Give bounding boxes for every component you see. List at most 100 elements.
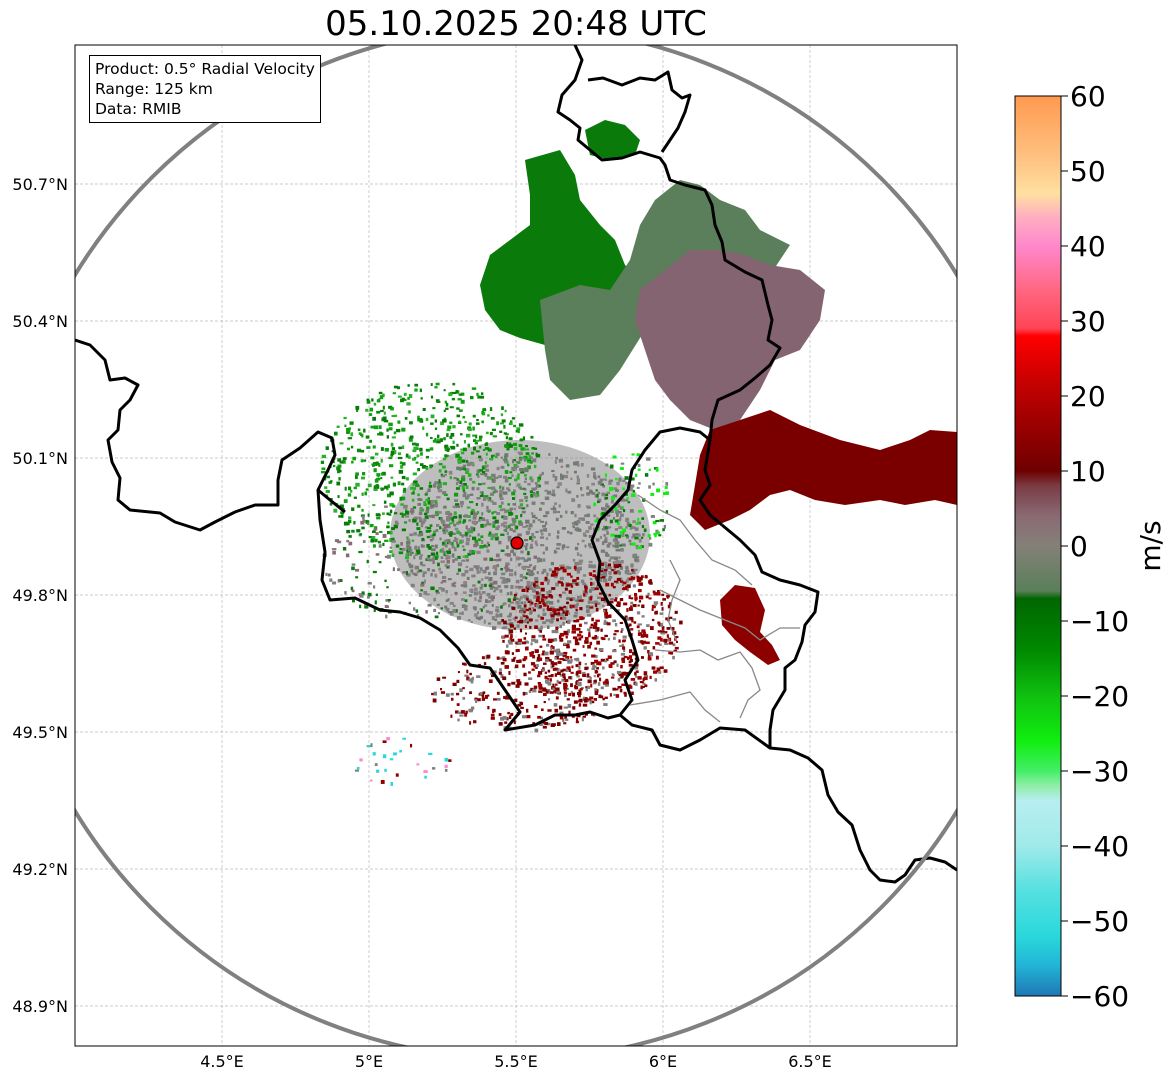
echo-pixel xyxy=(485,461,487,464)
echo-pixel xyxy=(655,642,659,645)
echo-pixel xyxy=(526,616,529,618)
echo-pixel xyxy=(351,446,353,449)
echo-pixel xyxy=(639,577,643,581)
echo-pixel xyxy=(479,446,481,449)
echo-pixel xyxy=(538,671,542,675)
echo-pixel xyxy=(428,753,432,755)
echo-pixel xyxy=(506,436,508,439)
echo-pixel xyxy=(608,578,611,580)
x-tick-label: 4.5°E xyxy=(200,1052,244,1071)
echo-pixel xyxy=(480,491,483,494)
echo-pixel xyxy=(417,551,421,555)
echo-pixel xyxy=(587,514,590,518)
echo-pixel xyxy=(509,573,513,576)
echo-pixel xyxy=(452,398,455,400)
echo-pixel xyxy=(508,489,511,491)
echo-pixel xyxy=(401,428,405,432)
echo-pixel xyxy=(419,511,423,515)
echo-pixel xyxy=(430,466,432,468)
echo-pixel xyxy=(469,568,473,571)
echo-pixel xyxy=(321,471,325,473)
echo-pixel xyxy=(499,672,502,675)
echo-pixel xyxy=(419,556,422,560)
echo-pixel xyxy=(612,673,614,676)
echo-pixel xyxy=(600,629,602,632)
echo-pixel xyxy=(563,722,566,724)
echo-pixel xyxy=(526,504,528,507)
echo-pixel xyxy=(521,507,525,509)
echo-pixel xyxy=(379,561,382,563)
echo-pixel xyxy=(500,534,504,536)
radar-site-marker[interactable] xyxy=(511,537,523,549)
echo-pixel xyxy=(522,589,526,592)
echo-pixel xyxy=(379,531,382,533)
echo-pixel xyxy=(545,497,549,501)
echo-pixel xyxy=(540,521,544,523)
echo-pixel xyxy=(399,551,403,554)
echo-pixel xyxy=(440,538,442,541)
echo-pixel xyxy=(355,576,358,578)
echo-pixel xyxy=(584,699,587,703)
echo-pixel xyxy=(545,547,548,551)
echo-pixel xyxy=(615,478,617,480)
echo-pixel xyxy=(626,518,629,520)
echo-pixel xyxy=(401,483,404,486)
echo-pixel xyxy=(389,427,393,430)
echo-pixel xyxy=(480,535,483,538)
echo-pixel xyxy=(498,541,501,545)
echo-pixel xyxy=(532,655,535,658)
echo-pixel xyxy=(416,527,420,530)
echo-pixel xyxy=(583,535,587,537)
echo-pixel xyxy=(361,459,364,462)
echo-pixel xyxy=(436,496,440,498)
echo-pixel xyxy=(605,697,608,699)
echo-pixel xyxy=(368,582,372,585)
echo-pixel xyxy=(431,515,434,518)
echo-pixel xyxy=(538,635,542,637)
echo-pixel xyxy=(529,574,533,576)
echo-pixel xyxy=(486,577,489,580)
echo-pixel xyxy=(475,566,477,569)
echo-pixel xyxy=(566,646,570,648)
echo-pixel xyxy=(476,487,479,490)
echo-pixel xyxy=(451,698,453,701)
echo-pixel xyxy=(524,496,528,499)
echo-pixel xyxy=(591,483,595,486)
echo-pixel xyxy=(617,664,619,667)
echo-pixel xyxy=(459,421,461,424)
echo-pixel xyxy=(383,740,387,743)
echo-pixel xyxy=(557,530,559,534)
echo-pixel xyxy=(567,640,571,643)
echo-pixel xyxy=(469,550,472,554)
echo-pixel xyxy=(409,552,412,556)
echo-pixel xyxy=(397,568,400,571)
echo-pixel xyxy=(604,539,608,543)
echo-pixel xyxy=(484,620,486,624)
echo-pixel xyxy=(514,508,516,510)
echo-pixel xyxy=(384,540,388,542)
echo-pixel xyxy=(370,539,374,542)
echo-pixel xyxy=(568,693,571,696)
echo-pixel xyxy=(527,566,531,568)
echo-pixel xyxy=(410,511,414,513)
echo-pixel xyxy=(457,703,460,706)
echo-pixel xyxy=(631,564,633,568)
echo-pixel xyxy=(608,564,611,567)
echo-pixel xyxy=(576,721,579,724)
echo-pixel xyxy=(392,447,395,450)
echo-pixel xyxy=(436,401,440,403)
echo-pixel xyxy=(596,655,598,658)
echo-pixel xyxy=(650,626,654,630)
echo-pixel xyxy=(328,574,331,577)
echo-pixel xyxy=(448,393,452,397)
echo-pixel xyxy=(433,598,436,602)
echo-pixel xyxy=(506,448,509,451)
echo-pixel xyxy=(441,588,445,592)
echo-pixel xyxy=(409,565,413,569)
echo-pixel xyxy=(608,638,610,641)
echo-pixel xyxy=(414,546,417,550)
echo-pixel xyxy=(620,506,623,509)
echo-pixel xyxy=(453,609,457,612)
echo-pixel xyxy=(443,437,446,440)
echo-pixel xyxy=(541,571,544,574)
